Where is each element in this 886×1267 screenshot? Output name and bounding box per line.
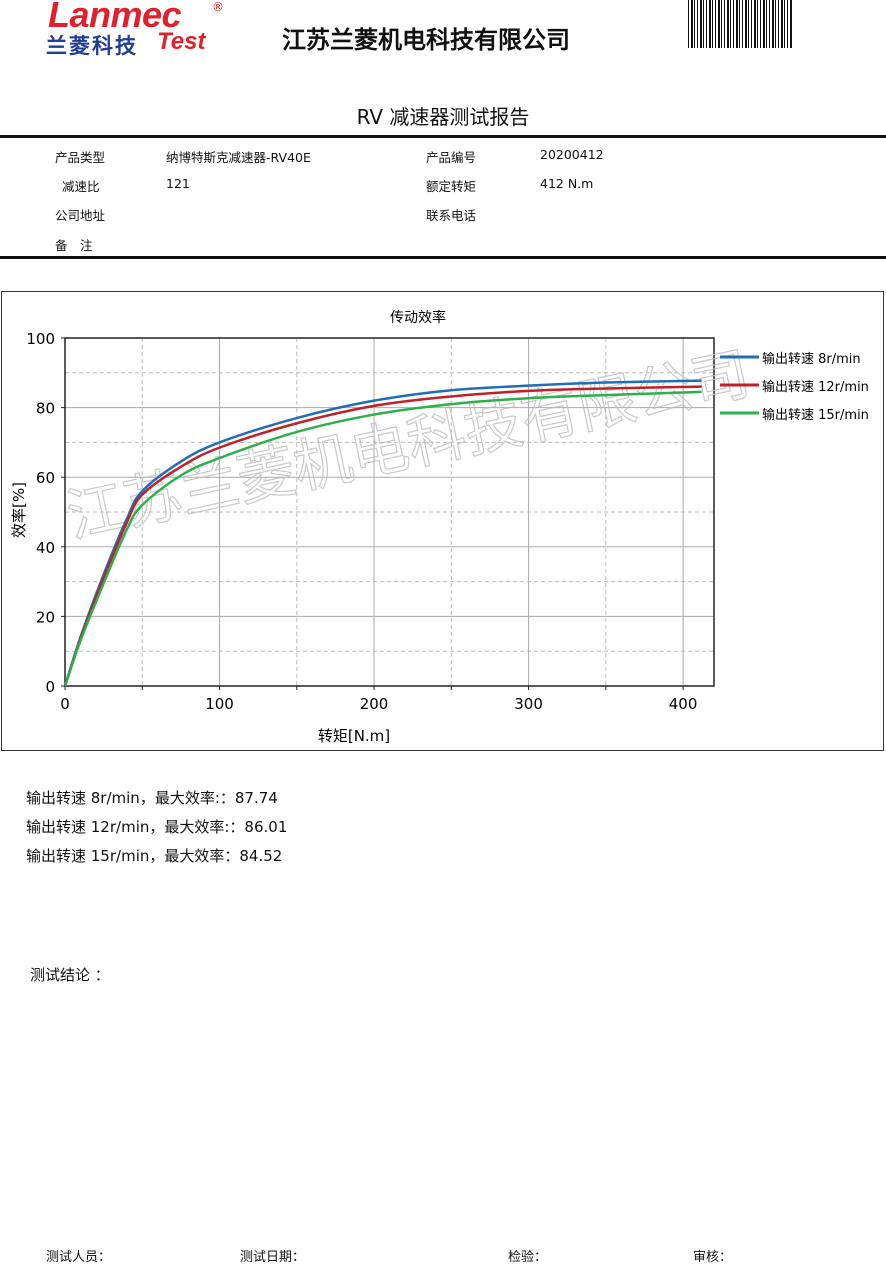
x-tick-label: 400 xyxy=(669,695,698,713)
divider xyxy=(0,256,886,259)
x-axis-label: 转矩[N.m] xyxy=(318,727,390,745)
y-tick-label: 40 xyxy=(36,539,55,557)
efficiency-chart: 传动效率 江苏兰菱机电科技有限公司 0 100 200 300 400 0 20 40 60 80… xyxy=(10,309,869,745)
x-tick-label: 100 xyxy=(205,695,234,713)
y-tick-label: 100 xyxy=(26,330,55,348)
rated-torque-label: 额定转矩 xyxy=(426,179,477,194)
logo-cn: 兰菱科技 xyxy=(46,34,138,58)
barcode xyxy=(688,0,792,48)
logo-text: Lanmec xyxy=(48,0,182,35)
legend-label: 输出转速 15r/min xyxy=(762,407,869,423)
test-date-label: 测试日期： xyxy=(240,1250,306,1265)
result-line: 输出转速 15r/min，最大效率：84.52 xyxy=(26,847,283,865)
tester-label: 测试人员： xyxy=(46,1250,112,1265)
x-tick-label: 0 xyxy=(60,695,70,713)
series-line xyxy=(63,385,702,687)
logo-test: Test xyxy=(157,28,206,55)
phone-label: 联系电话 xyxy=(426,208,477,223)
rated-torque: 412 N.m xyxy=(540,176,594,191)
inspector-label: 检验： xyxy=(508,1250,548,1265)
product-no: 20200412 xyxy=(540,147,604,162)
company-name: 江苏兰菱机电科技有限公司 xyxy=(282,26,570,54)
legend-label: 输出转速 8r/min xyxy=(762,351,861,367)
chart-title: 传动效率 xyxy=(390,309,446,326)
watermark: 江苏兰菱机电科技有限公司 xyxy=(61,339,756,550)
x-tick-label: 300 xyxy=(514,695,543,713)
registered-mark: ® xyxy=(212,0,224,14)
remark-label: 备 注 xyxy=(55,238,93,253)
y-tick-label: 60 xyxy=(36,469,55,487)
series-line xyxy=(63,379,702,687)
series-line xyxy=(63,390,702,687)
reviewer-label: 审核： xyxy=(693,1250,733,1265)
chart-frame: 传动效率 江苏兰菱机电科技有限公司 0 100 200 300 400 0 20 40 60 80… xyxy=(1,291,884,751)
address-label: 公司地址 xyxy=(55,208,106,223)
product-type-label: 产品类型 xyxy=(55,150,106,165)
divider xyxy=(0,135,886,138)
y-tick-label: 0 xyxy=(45,678,55,696)
plot-area xyxy=(64,337,715,687)
report-title: RV 减速器测试报告 xyxy=(356,105,530,129)
y-axis-label: 效率[%] xyxy=(10,482,28,538)
ratio: 121 xyxy=(166,176,190,191)
ratio-label: 减速比 xyxy=(62,179,100,194)
x-tick-label: 200 xyxy=(360,695,389,713)
result-line: 输出转速 8r/min，最大效率:：87.74 xyxy=(26,789,278,807)
result-line: 输出转速 12r/min，最大效率:：86.01 xyxy=(26,818,288,836)
y-tick-label: 20 xyxy=(36,608,55,626)
conclusion-label: 测试结论 ： xyxy=(30,966,110,984)
legend-label: 输出转速 12r/min xyxy=(762,379,869,395)
y-tick-label: 80 xyxy=(36,400,55,418)
product-type: 纳博特斯克减速器-RV40E xyxy=(166,150,311,165)
product-no-label: 产品编号 xyxy=(426,150,477,165)
